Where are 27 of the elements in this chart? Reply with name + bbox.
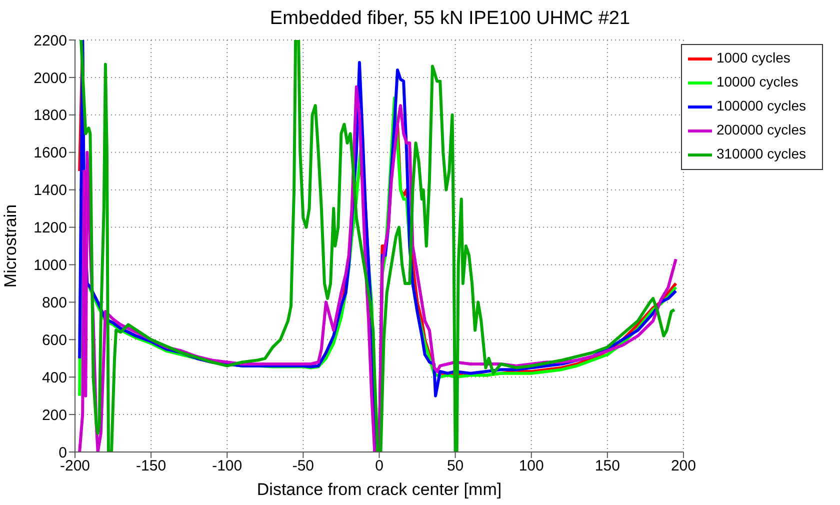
y-tick-label: 1000 xyxy=(34,257,67,274)
y-tick-label: 1800 xyxy=(34,107,67,124)
chart-title: Embedded fiber, 55 kN IPE100 UHMC #21 xyxy=(268,8,632,30)
y-axis-title: Microstrain xyxy=(1,204,20,288)
x-tick-label: 50 xyxy=(446,458,464,475)
y-tick-label: 600 xyxy=(42,332,67,349)
x-tick-label: -150 xyxy=(136,458,166,475)
legend-label: 310000 cycles xyxy=(716,146,806,162)
y-tick-label: 800 xyxy=(42,294,67,312)
x-tick-label: -100 xyxy=(212,458,242,475)
legend-label: 1000 cycles xyxy=(716,50,790,66)
y-tick-label: 2200 xyxy=(34,32,67,50)
y-tick-label: 2000 xyxy=(34,70,67,87)
y-tick-label: 1200 xyxy=(34,220,67,237)
y-tick-label: 1600 xyxy=(34,144,67,162)
y-tick-label: 1400 xyxy=(34,182,67,200)
legend-label: 200000 cycles xyxy=(716,122,806,138)
legend-label: 10000 cycles xyxy=(716,74,798,90)
x-tick-label: 200 xyxy=(670,458,696,475)
x-axis-title: Distance from crack center [mm] xyxy=(256,480,502,499)
x-tick-label: 0 xyxy=(375,458,384,475)
y-tick-label: 400 xyxy=(42,369,67,386)
y-tick-label: 200 xyxy=(42,406,67,424)
x-tick-label: 100 xyxy=(518,458,544,475)
x-tick-label: 150 xyxy=(594,458,620,475)
legend-label: 100000 cycles xyxy=(716,98,806,114)
x-tick-label: -50 xyxy=(292,458,314,475)
